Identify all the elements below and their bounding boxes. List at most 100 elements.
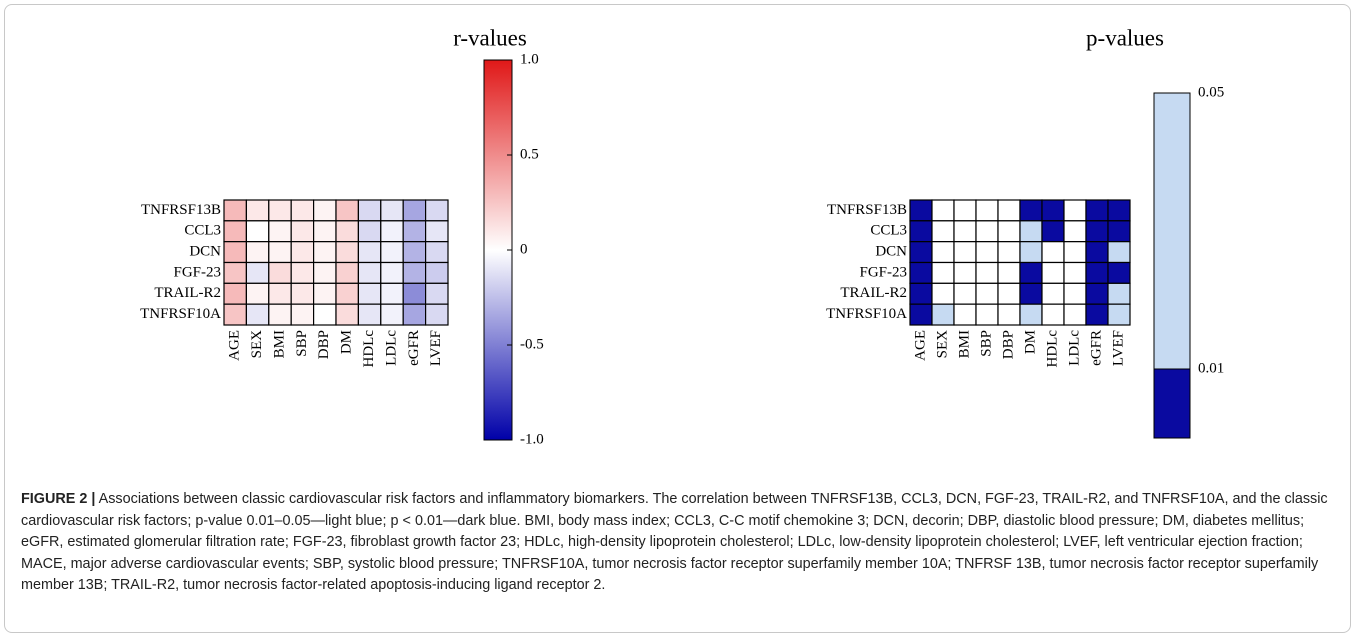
empty-cell [1063,199,1087,222]
row-label: FGF-23 [173,264,221,280]
empty-cell [1041,303,1065,326]
cell [909,199,933,222]
cell [402,220,427,243]
colorbar-tick-label: -1.0 [520,431,544,447]
cell [290,199,315,222]
cell [1107,220,1131,243]
row-label: DCN [875,244,907,260]
cell [357,303,382,326]
cell [380,241,404,264]
empty-cell [1041,261,1065,284]
cell [931,303,955,326]
cell [313,220,337,243]
cell [909,303,933,326]
cell [223,303,247,326]
empty-cell [931,282,955,305]
cell [909,220,933,243]
cell [313,241,337,264]
cell [1041,220,1065,243]
cell [402,241,427,264]
empty-cell [975,282,999,305]
cell [335,303,359,326]
column-label: eGFR [406,330,422,366]
empty-cell [975,261,999,284]
cell [1085,303,1109,326]
cell [245,199,270,222]
cell [357,282,382,305]
cell [357,220,382,243]
chart-title: r-values [453,25,527,50]
cell [1019,199,1043,222]
column-label: LDLc [383,330,399,366]
caption: FIGURE 2 | Associations between classic … [21,489,1339,597]
row-label: TRAIL-R2 [840,285,907,301]
row-label: FGF-23 [859,264,907,280]
column-label: eGFR [1088,330,1104,366]
row-label: DCN [189,244,221,260]
cell [1107,241,1131,264]
empty-cell [931,220,955,243]
figure: r-values TNFRSF13B CCL3 DCN FGF-23 TRAIL-R2 TN… [140,25,1224,447]
column-label: DM [339,330,355,354]
colorbar-tick-label: 1.0 [520,51,539,67]
colorbar-tick-label: 0 [520,241,528,257]
empty-cell [1063,282,1087,305]
cell [1085,261,1109,284]
cell [425,303,449,326]
cell [425,282,449,305]
cell [1019,261,1043,284]
cell [313,282,337,305]
cell [335,261,359,284]
empty-cell [1041,282,1065,305]
empty-cell [953,241,977,264]
cell [425,261,449,284]
row-label: TNFRSF13B [141,202,221,218]
cell [1085,199,1109,222]
column-label: HDLc [361,330,377,368]
column-label: SEX [934,330,950,359]
column-label: SBP [294,330,310,357]
cell [402,199,427,222]
cell [402,261,427,284]
colorbar-segment [1153,92,1191,370]
cell [380,199,404,222]
cell [425,241,449,264]
empty-cell [1063,220,1087,243]
colorbar-segment [1153,368,1191,439]
empty-cell [975,241,999,264]
empty-cell [931,261,955,284]
cell [268,303,292,326]
empty-cell [953,303,977,326]
empty-cell [997,241,1021,264]
empty-cell [1063,303,1087,326]
empty-cell [997,303,1021,326]
cell [290,220,315,243]
empty-cell [953,199,977,222]
column-label: AGE [912,330,928,361]
column-label: BMI [271,330,287,358]
colorbar-tick-label: 0.01 [1198,360,1224,376]
cell [1085,220,1109,243]
column-label: DM [1022,330,1038,354]
cell [335,241,359,264]
cell [313,199,337,222]
column-label: LVEF [428,330,444,366]
empty-cell [997,282,1021,305]
cell [909,282,933,305]
empty-cell [931,241,955,264]
cell [909,261,933,284]
row-label: TNFRSF10A [140,306,221,322]
cell [425,220,449,243]
cell [290,261,315,284]
column-label: LVEF [1110,330,1126,366]
cell [357,199,382,222]
cell [357,241,382,264]
figure-frame [4,4,1351,633]
empty-cell [975,220,999,243]
cell [380,303,404,326]
cell [1041,199,1065,222]
cell [245,282,270,305]
empty-cell [997,261,1021,284]
cell [425,199,449,222]
